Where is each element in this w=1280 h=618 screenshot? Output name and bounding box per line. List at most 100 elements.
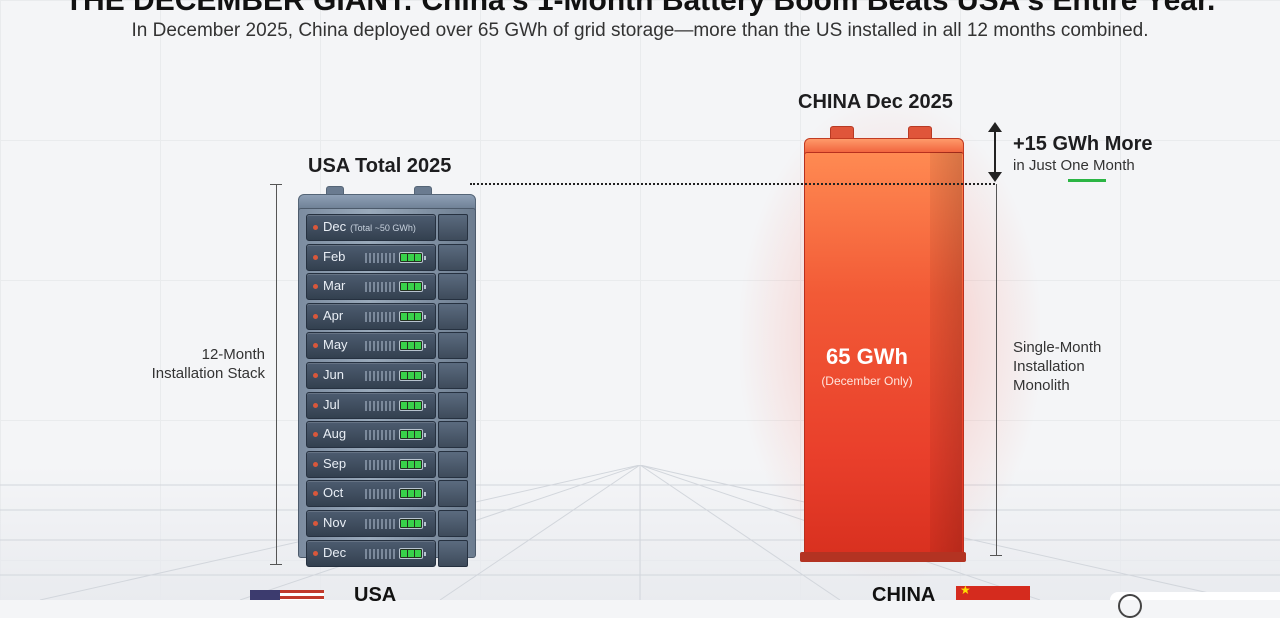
difference-arrow-shaft — [994, 130, 996, 176]
module-month-label: Dec — [323, 545, 346, 560]
stack-module: Sep — [306, 450, 436, 478]
battery-level-icon — [399, 370, 426, 381]
china-bottom-label: CHINA — [872, 584, 936, 606]
battery-level-icon — [399, 251, 426, 263]
module-month-label: Oct — [323, 485, 343, 500]
module-detail: (Total ~50 GWh) — [350, 223, 416, 233]
module-indicator-icon — [313, 373, 318, 378]
module-side-panel — [438, 302, 468, 330]
module-vents — [365, 459, 395, 470]
usa-side-note-line1: 12-Month — [201, 346, 265, 363]
stack-module: Dec — [306, 539, 436, 567]
module-vents — [365, 489, 395, 500]
module-side-panel — [438, 243, 468, 271]
battery-level-icon — [399, 281, 426, 293]
module-indicator-icon — [313, 432, 318, 438]
china-side-note: Single-Month Installation Monolith — [1013, 338, 1101, 395]
stack-module: Mar — [306, 273, 436, 301]
battery-level-icon — [399, 547, 426, 559]
page-title: THE DECEMBER GIANT: China's 1-Month Batt… — [64, 0, 1216, 17]
page-subtitle: In December 2025, China deployed over 65… — [131, 20, 1149, 41]
monolith-base — [800, 552, 966, 562]
module-vents — [365, 282, 395, 293]
perspective-floor — [0, 465, 1280, 600]
arrow-down-icon — [988, 172, 1002, 182]
stack-module: Jun — [306, 362, 436, 389]
module-month: Apr — [323, 307, 344, 323]
module-indicator-icon — [313, 550, 318, 556]
module-indicator-icon — [313, 313, 318, 319]
usa-height-tick-bottom — [270, 564, 282, 565]
module-vents — [365, 341, 395, 352]
usa-height-line — [276, 184, 277, 565]
module-indicator-icon — [313, 461, 318, 467]
stack-module: Apr — [306, 302, 436, 330]
module-side-panel — [438, 362, 468, 389]
module-month-label: Jul — [323, 397, 340, 412]
module-month: Dec — [323, 219, 347, 234]
module-indicator-icon — [313, 254, 318, 260]
module-month-label: Apr — [323, 308, 343, 323]
module-vents — [365, 548, 395, 559]
battery-level-icon — [399, 488, 426, 500]
module-month-label: Jun — [323, 367, 344, 382]
comparison-dotted-line — [470, 183, 995, 185]
module-month: Dec — [323, 544, 347, 560]
module-month-label: Feb — [323, 249, 345, 264]
usa-flag-icon — [250, 590, 324, 600]
china-flag-icon — [956, 583, 1030, 600]
module-indicator-icon — [313, 521, 318, 526]
module-indicator-icon — [313, 343, 318, 349]
usa-bottom-label: USA — [354, 584, 397, 606]
module-month: Jul — [323, 396, 340, 412]
usa-height-tick-top — [270, 184, 282, 185]
module-month: Feb — [323, 248, 346, 264]
stack-module: Nov — [306, 510, 436, 537]
battery-level-icon — [399, 340, 426, 352]
module-month: May — [323, 337, 348, 353]
usa-battery-stack: Dec (Total ~50 GWh) Feb Mar Apr May Jun Jul Aug S… — [298, 186, 478, 567]
monolith-body — [804, 152, 964, 559]
difference-title: +15 GWh More — [1013, 133, 1153, 155]
module-month: Aug — [323, 426, 347, 442]
china-side-note-line3: Monolith — [1013, 377, 1070, 394]
difference-underline — [1068, 179, 1106, 182]
usa-label: USA Total 2025 — [308, 155, 452, 177]
china-height-tick-bottom — [990, 555, 1002, 556]
module-side-panel — [438, 391, 468, 419]
module-month-label: Dec (Total ~50 GWh) — [323, 219, 416, 234]
module-side-panel — [438, 332, 468, 360]
battery-level-icon — [399, 429, 426, 441]
corner-badge — [1110, 592, 1280, 618]
module-month: Mar — [323, 278, 346, 294]
module-month: Jun — [323, 367, 344, 382]
module-side-panel — [438, 214, 468, 241]
module-month: Oct — [323, 485, 344, 501]
circle-icon — [1118, 594, 1142, 618]
module-side-panel — [438, 450, 468, 478]
stack-module: Aug — [306, 421, 436, 449]
module-vents — [365, 400, 395, 411]
module-month: Sep — [323, 455, 347, 471]
module-side-panel — [438, 421, 468, 449]
battery-level-icon — [399, 518, 426, 529]
usa-side-note-line2: Installation Stack — [151, 365, 265, 382]
china-height-line — [996, 184, 997, 556]
module-indicator-icon — [313, 225, 318, 230]
module-month-label: Nov — [323, 515, 346, 530]
module-indicator-icon — [313, 284, 318, 290]
module-side-panel — [438, 539, 468, 567]
stack-module: May — [306, 332, 436, 360]
module-indicator-icon — [313, 491, 318, 497]
stack-module: Dec (Total ~50 GWh) — [306, 214, 436, 241]
china-label: CHINA Dec 2025 — [798, 91, 953, 113]
stack-module: Jul — [306, 391, 436, 419]
usa-side-note: 12-Month Installation Stack — [128, 345, 265, 383]
module-side-panel — [438, 273, 468, 301]
monolith-side-shade — [930, 152, 962, 557]
module-month-label: Mar — [323, 278, 345, 293]
module-vents — [365, 252, 395, 263]
china-value-note: (December Only) — [821, 374, 913, 388]
module-month: Nov — [323, 515, 347, 530]
battery-level-icon — [399, 458, 426, 470]
